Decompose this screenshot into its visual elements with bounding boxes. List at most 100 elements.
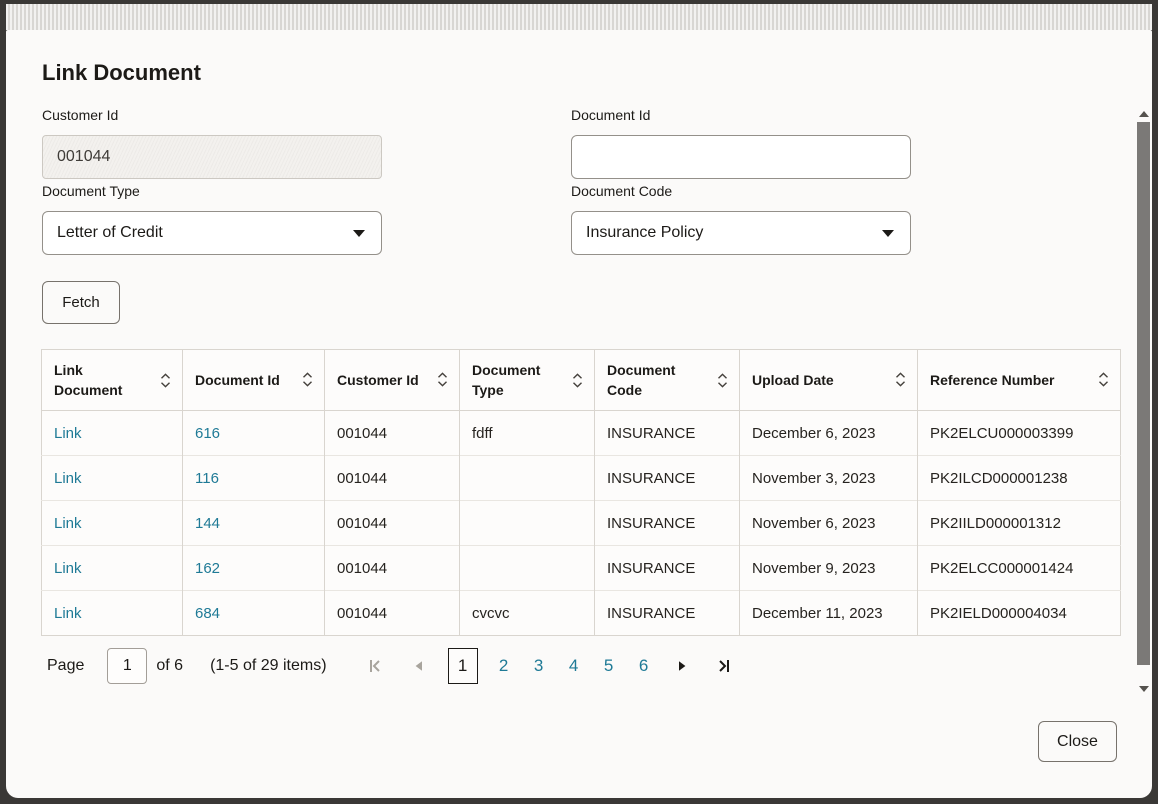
cell-customer-id: 001044 [324,455,460,501]
sort-arrows-icon [896,372,905,388]
customer-id-field[interactable] [42,135,382,179]
current-page-button[interactable]: 1 [447,648,478,684]
column-header-customer-id[interactable]: Customer Id [324,349,460,411]
page-label: Page [47,657,85,674]
fetch-button[interactable]: Fetch [42,281,120,324]
cell-upload-date: November 6, 2023 [739,500,918,546]
cell-document-type: cvcvc [459,590,595,636]
cell-document-id: 616 [182,410,325,456]
first-page-icon[interactable] [364,655,386,677]
sort-arrows-icon [438,372,447,388]
page-6-button[interactable]: 6 [638,656,649,675]
sort-arrows-icon [161,372,170,388]
cell-document-code: INSURANCE [594,500,740,546]
cell-link-document: Link [41,590,183,636]
document-id-link[interactable]: 116 [195,469,219,487]
page-3-button[interactable]: 3 [533,656,544,675]
page-5-button[interactable]: 5 [603,656,614,675]
column-header-label: Document Code [607,361,676,398]
scrollbar-thumb[interactable] [1137,122,1150,665]
scrollbar-up-arrow-icon[interactable] [1138,110,1150,118]
table-row: Link 162 001044 INSURANCE November 9, 2023 PK… [41,545,1121,591]
cell-upload-date: December 6, 2023 [739,410,918,456]
scrollbar-down-arrow-icon[interactable] [1138,685,1150,693]
column-header-document-code[interactable]: Document Code [594,349,740,411]
cell-document-code: INSURANCE [594,410,740,456]
link-document-link[interactable]: Link [54,469,82,487]
document-id-link[interactable]: 162 [195,559,221,577]
cell-reference-number: PK2ELCU000003399 [917,410,1121,456]
cell-document-code: INSURANCE [594,590,740,636]
link-document-dialog: Link Document Customer Id Document Id Do… [6,30,1152,798]
table-row: Link 616 001044 fdff INSURANCE December 6, 20… [41,410,1121,456]
table-body: Link 616 001044 fdff INSURANCE December 6, 20… [41,410,1121,636]
document-code-selected-value: Insurance Policy [586,224,704,241]
customer-id-label: Customer Id [42,107,119,123]
page-count-label: of 6 [156,657,184,674]
cell-document-code: INSURANCE [594,545,740,591]
cell-link-document: Link [41,455,183,501]
column-header-label: Link Document [54,361,123,398]
link-document-link[interactable]: Link [54,424,82,442]
column-header-label: Customer Id [337,371,419,388]
table-row: Link 116 001044 INSURANCE November 3, 2023 PK… [41,455,1121,501]
cell-document-type: fdff [459,410,595,456]
documents-table: Link Document Document Id Customer Id Docum… [41,349,1121,636]
column-header-link-document[interactable]: Link Document [41,349,183,411]
document-id-link[interactable]: 144 [195,514,221,532]
cell-customer-id: 001044 [324,500,460,546]
previous-page-icon[interactable] [408,655,430,677]
link-document-link[interactable]: Link [54,604,82,622]
close-button[interactable]: Close [1038,721,1117,762]
link-document-link[interactable]: Link [54,559,82,577]
cell-document-id: 684 [182,590,325,636]
sort-arrows-icon [573,372,582,388]
column-header-label: Document Type [472,361,541,398]
page-input[interactable] [107,648,148,684]
cell-reference-number: PK2IELD000004034 [917,590,1121,636]
page-4-button[interactable]: 4 [568,656,579,675]
cell-customer-id: 001044 [324,545,460,591]
next-page-icon[interactable] [671,655,693,677]
cell-document-code: INSURANCE [594,455,740,501]
document-id-link[interactable]: 616 [195,424,221,442]
column-header-upload-date[interactable]: Upload Date [739,349,918,411]
cell-customer-id: 001044 [324,410,460,456]
column-header-label: Document Id [195,371,280,388]
cell-reference-number: PK2ILCD000001238 [917,455,1121,501]
page-2-button[interactable]: 2 [498,656,509,675]
column-header-reference-number[interactable]: Reference Number [917,349,1121,411]
cell-document-id: 162 [182,545,325,591]
cell-document-type [459,500,595,546]
column-header-document-id[interactable]: Document Id [182,349,325,411]
document-code-label: Document Code [571,183,673,199]
column-header-label: Reference Number [930,371,1055,388]
document-code-select[interactable]: Insurance Policy [571,211,911,255]
column-header-label: Upload Date [752,371,834,388]
cell-link-document: Link [41,500,183,546]
caret-down-icon [882,230,894,237]
cell-upload-date: November 3, 2023 [739,455,918,501]
sort-arrows-icon [1099,372,1108,388]
page-number-list: 1 2 3 4 5 6 [447,648,657,684]
cell-document-type [459,545,595,591]
items-summary: (1-5 of 29 items) [210,657,327,674]
cell-reference-number: PK2IILD000001312 [917,500,1121,546]
table-header-row: Link Document Document Id Customer Id Docum… [41,349,1121,411]
cell-link-document: Link [41,545,183,591]
column-header-document-type[interactable]: Document Type [459,349,595,411]
document-type-selected-value: Letter of Credit [57,224,163,241]
cell-document-id: 144 [182,500,325,546]
document-id-field[interactable] [571,135,911,179]
dialog-title: Link Document [42,60,201,85]
pagination-bar: Page of 6 (1-5 of 29 items) 1 2 3 4 5 6 [47,646,735,686]
link-document-link[interactable]: Link [54,514,82,532]
document-type-label: Document Type [42,183,140,199]
last-page-icon[interactable] [713,655,735,677]
document-type-select[interactable]: Letter of Credit [42,211,382,255]
sort-arrows-icon [303,372,312,388]
sort-arrows-icon [718,372,727,388]
cell-upload-date: December 11, 2023 [739,590,918,636]
cell-link-document: Link [41,410,183,456]
document-id-link[interactable]: 684 [195,604,221,622]
